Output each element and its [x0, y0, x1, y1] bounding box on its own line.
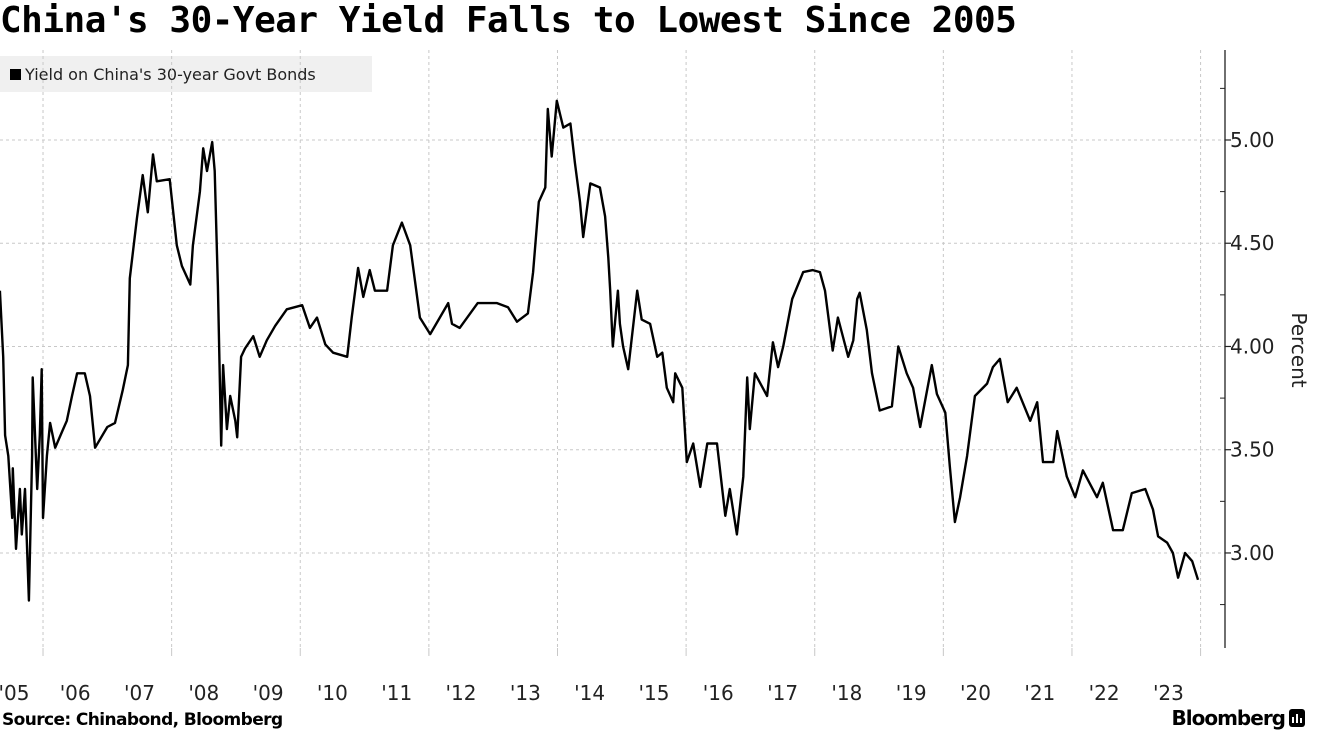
x-tick-label: '06	[60, 681, 91, 705]
x-tick-label: '10	[317, 681, 348, 705]
x-tick-label: '23	[1153, 681, 1184, 705]
y-tick-label: 5.00	[1230, 128, 1275, 152]
x-tick-label: '11	[381, 681, 412, 705]
bloomberg-chart-icon	[1289, 709, 1305, 727]
x-tick-label: '17	[767, 681, 798, 705]
logo-text: Bloomberg	[1171, 706, 1286, 730]
bloomberg-logo: Bloomberg	[1172, 706, 1305, 730]
chart-title: China's 30-Year Yield Falls to Lowest Si…	[0, 0, 1017, 41]
yield-series-line	[0, 99, 1200, 602]
x-tick-label: '18	[831, 681, 862, 705]
x-tick-label: '14	[574, 681, 605, 705]
x-tick-label: '05	[0, 681, 29, 705]
x-tick-label: '21	[1024, 681, 1055, 705]
source-note: Source: Chinabond, Bloomberg	[2, 710, 283, 730]
y-axis-label: Percent	[1287, 312, 1311, 387]
legend-swatch	[10, 68, 21, 80]
y-tick-label: 3.50	[1230, 438, 1275, 462]
x-tick-label: '19	[896, 681, 927, 705]
x-tick-label: '08	[188, 681, 219, 705]
y-tick-label: 3.00	[1230, 541, 1275, 565]
x-tick-label: '22	[1089, 681, 1120, 705]
x-tick-label: '07	[124, 681, 155, 705]
x-tick-label: '09	[253, 681, 284, 705]
x-tick-label: '20	[960, 681, 991, 705]
x-tick-label: '16	[703, 681, 734, 705]
y-tick-label: 4.50	[1230, 231, 1275, 255]
legend: Yield on China's 30-year Govt Bonds	[0, 56, 372, 92]
y-tick-label: 4.00	[1230, 334, 1275, 358]
legend-label: Yield on China's 30-year Govt Bonds	[25, 64, 316, 84]
x-tick-label: '12	[446, 681, 477, 705]
x-tick-label: '13	[510, 681, 541, 705]
x-tick-label: '15	[638, 681, 669, 705]
